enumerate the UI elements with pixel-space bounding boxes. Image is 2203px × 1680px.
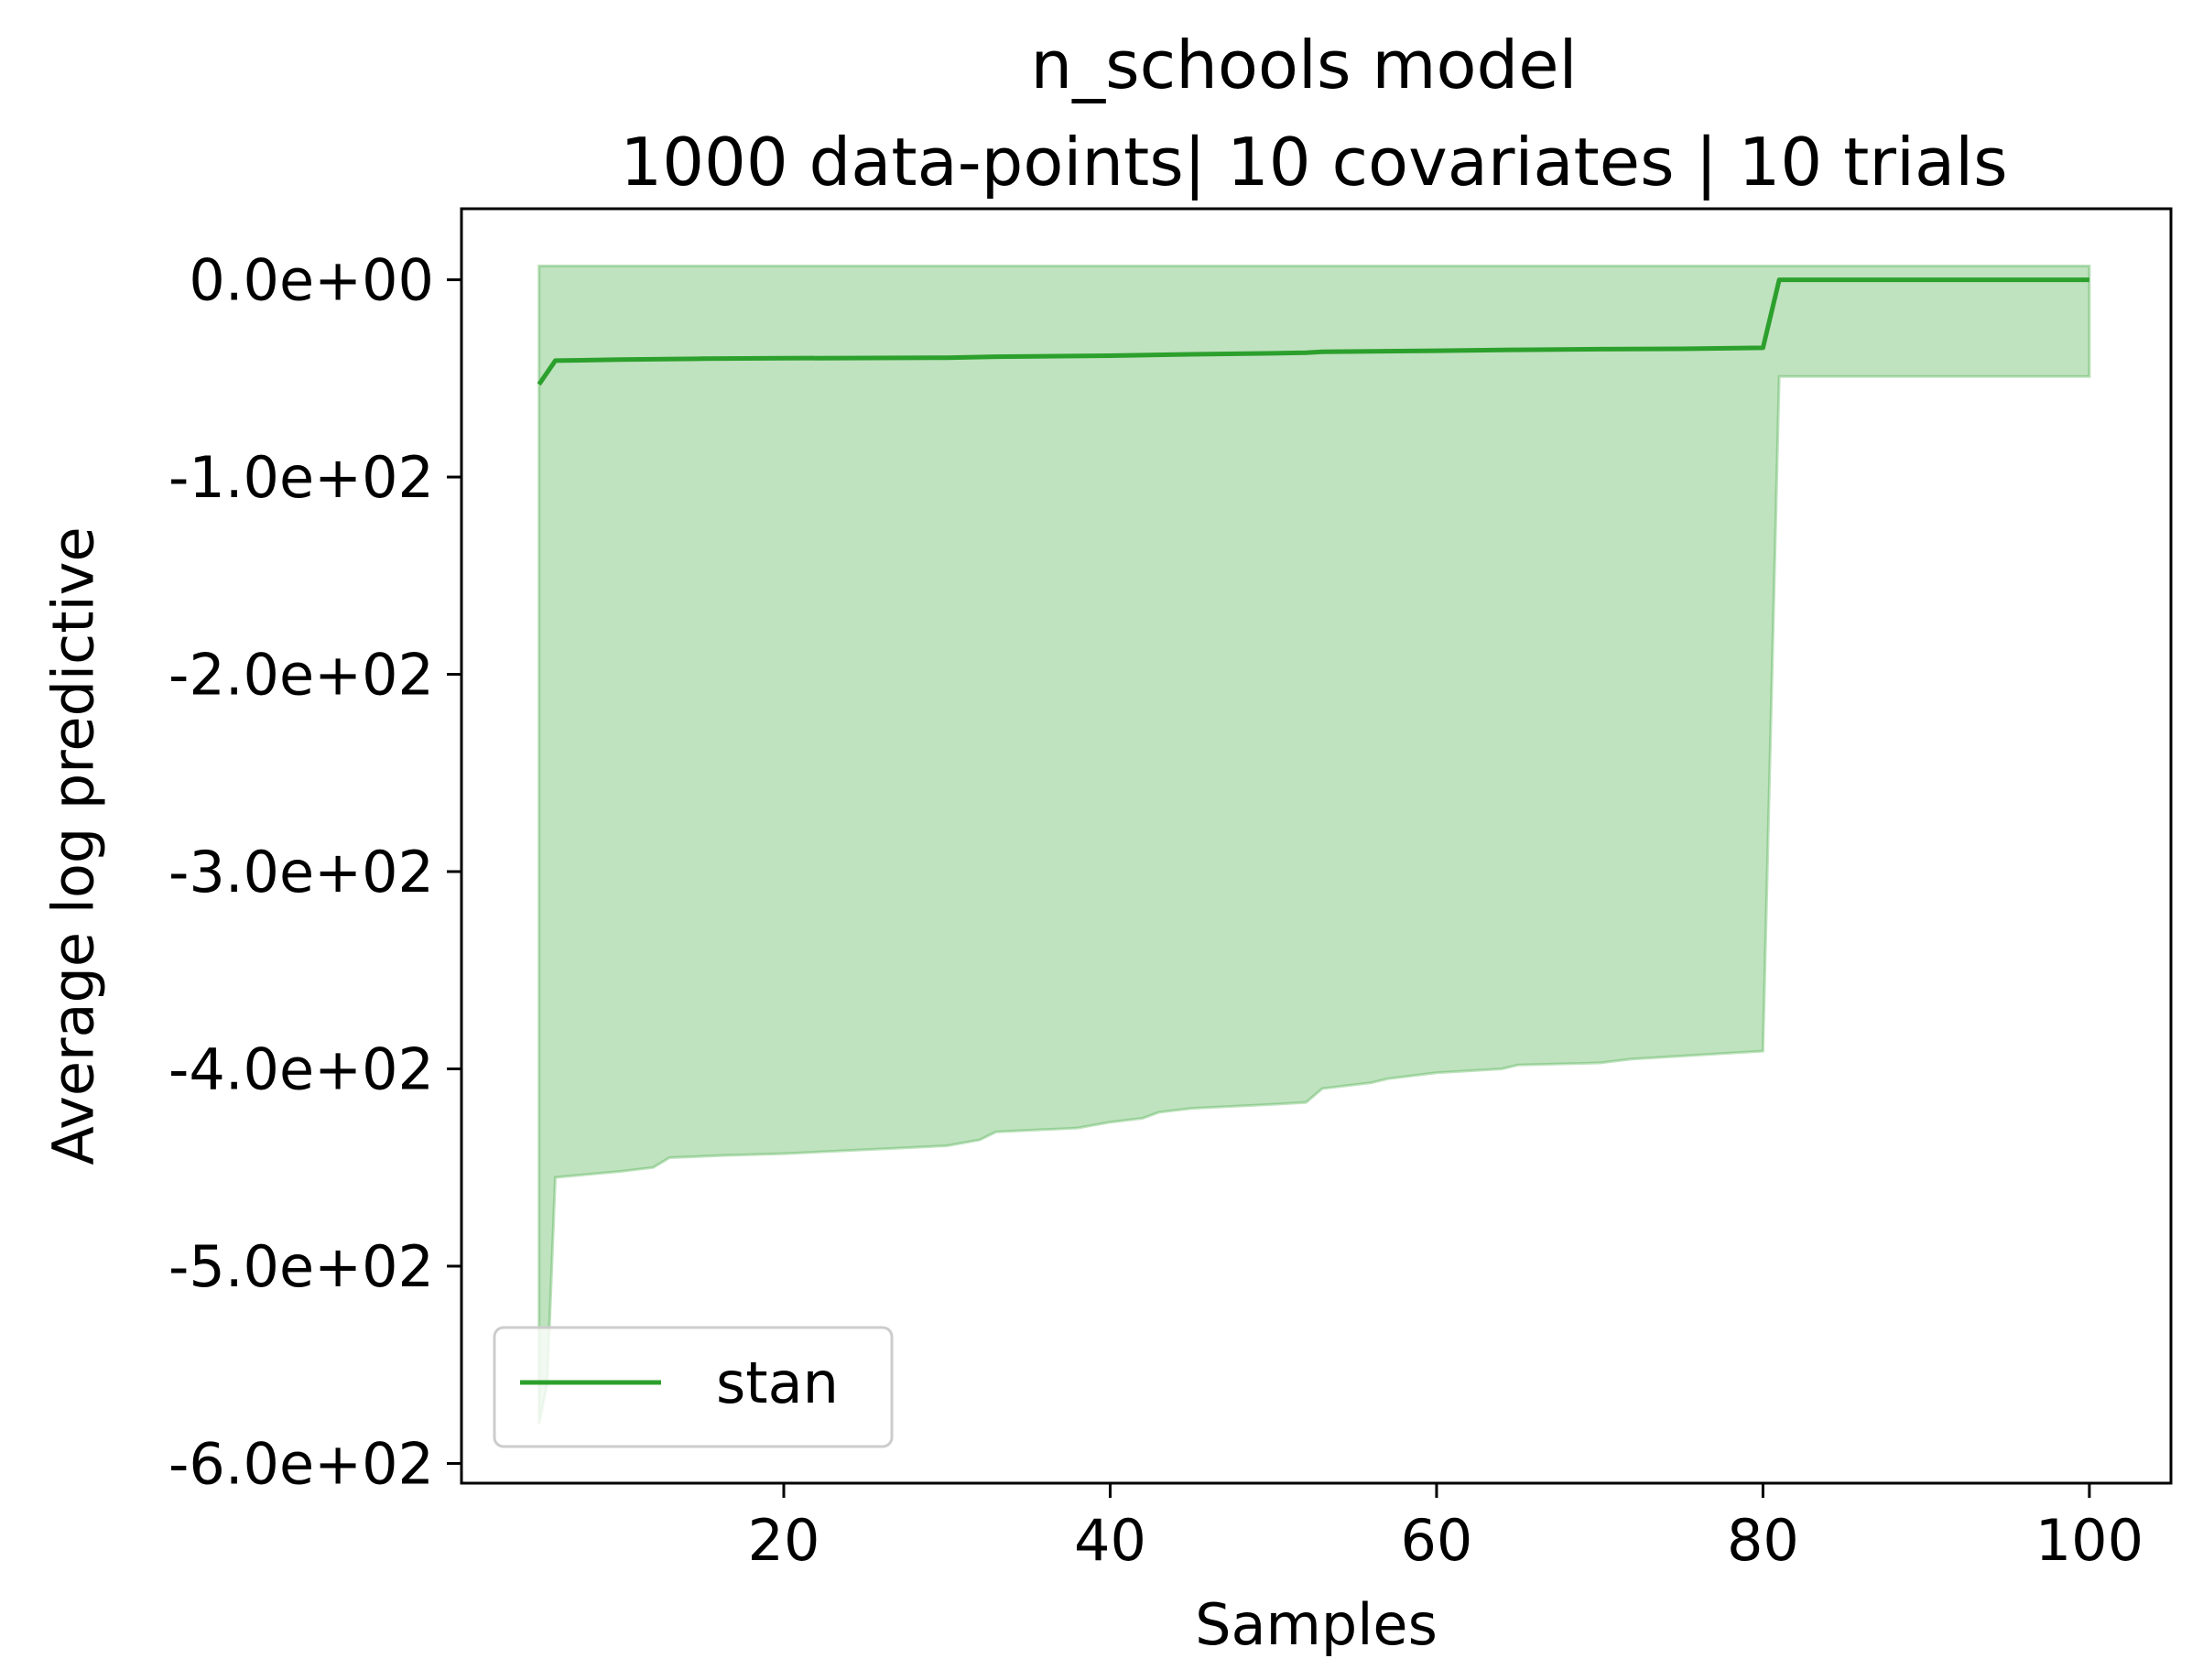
legend-label-stan: stan: [716, 1349, 839, 1416]
x-tick-label: 40: [1074, 1507, 1146, 1574]
x-tick-label: 20: [748, 1507, 820, 1574]
y-tick-label: -6.0e+02: [168, 1430, 434, 1497]
x-tick-label: 100: [2035, 1507, 2143, 1574]
chart-title-line1: n_schools model: [1030, 27, 1577, 103]
y-tick-label: -4.0e+02: [168, 1035, 434, 1102]
chart-title-line2: 1000 data-points| 10 covariates | 10 tri…: [620, 124, 2007, 201]
y-axis-ticks: 0.0e+00 -1.0e+02 -2.0e+02 -3.0e+02 -4.0e+02 -…: [168, 247, 461, 1497]
y-tick-label: -3.0e+02: [168, 839, 434, 905]
y-axis-label: Average log predictive: [40, 526, 107, 1165]
x-axis-ticks: 20 40 60 80 100: [748, 1483, 2143, 1574]
y-tick-label: -5.0e+02: [168, 1233, 434, 1300]
plot-area: [537, 265, 2091, 1425]
axes-frame: [460, 207, 2173, 1485]
y-tick-label: -1.0e+02: [168, 444, 434, 511]
series-line-stan: [537, 277, 2089, 386]
y-tick-label: -2.0e+02: [168, 642, 434, 709]
y-tick-label: 0.0e+00: [189, 247, 434, 314]
x-axis-label: Samples: [1195, 1591, 1438, 1658]
series-band-stan: [537, 265, 2091, 1425]
x-tick-label: 80: [1727, 1507, 1799, 1574]
legend: stan: [493, 1326, 894, 1448]
x-tick-label: 60: [1400, 1507, 1472, 1574]
legend-box: [493, 1326, 894, 1448]
